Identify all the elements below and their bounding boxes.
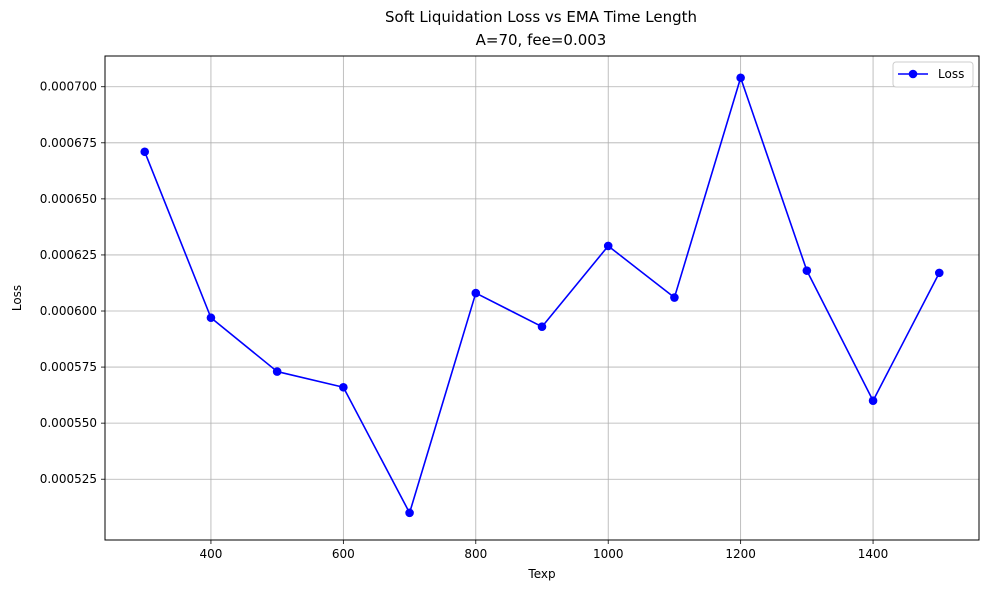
x-axis-label: Texp — [527, 567, 555, 581]
data-point — [868, 396, 878, 406]
x-tick-label: 1200 — [725, 547, 756, 561]
y-tick-label: 0.000700 — [40, 80, 97, 94]
axes-frame — [104, 55, 980, 541]
x-tick-label: 1400 — [858, 547, 889, 561]
x-tick-label: 400 — [199, 547, 222, 561]
data-point — [603, 241, 613, 251]
x-tick-label: 1000 — [593, 547, 624, 561]
data-point — [670, 293, 679, 302]
chart-subtitle: A=70, fee=0.003 — [476, 31, 607, 49]
data-point — [934, 268, 944, 278]
legend-marker-icon — [908, 69, 918, 79]
data-point — [272, 367, 282, 376]
data-point — [802, 266, 812, 275]
data-point — [206, 313, 216, 323]
legend-label: Loss — [938, 67, 964, 81]
data-point — [405, 508, 414, 518]
plot-area — [140, 73, 944, 518]
data-point — [736, 73, 745, 83]
y-tick-label: 0.000550 — [40, 416, 97, 430]
chart-title: Soft Liquidation Loss vs EMA Time Length — [385, 8, 697, 26]
y-tick-label: 0.000575 — [40, 360, 97, 374]
ticks: 400 600 800 1000 1200 1400 0.000525 0.000550 0.0… — [40, 80, 889, 561]
y-tick-label: 0.000675 — [40, 136, 97, 150]
data-point — [471, 288, 481, 298]
data-point — [537, 322, 547, 332]
x-tick-label: 600 — [332, 547, 355, 561]
y-tick-label: 0.000600 — [40, 304, 97, 318]
data-point — [339, 382, 348, 392]
legend-box — [892, 61, 974, 88]
y-tick-label: 0.000525 — [40, 472, 97, 486]
y-axis-label: Loss — [10, 285, 24, 311]
y-tick-label: 0.000625 — [40, 248, 97, 262]
y-tick-label: 0.000650 — [40, 192, 97, 206]
grid — [105, 56, 979, 540]
data-point — [140, 147, 150, 157]
x-tick-label: 800 — [464, 547, 487, 561]
legend: Loss — [892, 61, 974, 88]
